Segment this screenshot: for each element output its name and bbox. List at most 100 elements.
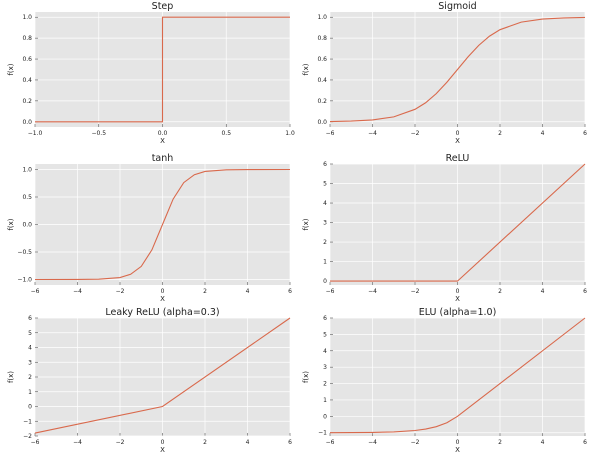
x-tick-label: 0.5: [221, 130, 231, 137]
x-tick-label: −6: [31, 288, 40, 295]
x-tick-label: −6: [326, 439, 335, 446]
x-tick-label: −2: [411, 130, 420, 137]
x-tick-label: −6: [326, 288, 335, 295]
y-tick-label: 0.2: [317, 98, 327, 105]
y-tick-label: 2: [28, 374, 32, 381]
x-tick-label: −4: [368, 288, 377, 295]
y-tick-label: 2: [323, 239, 327, 246]
x-tick-label: 2: [203, 288, 207, 295]
x-tick-label: −4: [73, 439, 82, 446]
y-tick-label: 0.2: [22, 98, 32, 105]
x-tick-label: 4: [246, 288, 250, 295]
y-tick-label: 0.6: [22, 56, 32, 63]
y-tick-label: 6: [28, 315, 32, 322]
y-tick-label: 0.4: [317, 77, 327, 84]
chart-title: ReLU: [446, 153, 470, 164]
y-tick-label: −2: [23, 433, 32, 440]
x-tick-label: 6: [288, 288, 292, 295]
y-tick-label: 1.0: [22, 14, 32, 21]
x-axis-label: X: [455, 137, 460, 145]
x-tick-label: −2: [411, 439, 420, 446]
y-tick-label: 0.0: [317, 119, 327, 126]
x-tick-label: 2: [203, 439, 207, 446]
y-axis-label: f(x): [302, 218, 310, 230]
x-tick-label: 0: [456, 130, 460, 137]
x-tick-label: 0: [456, 288, 460, 295]
chart-title: Leaky ReLU (alpha=0.3): [105, 307, 219, 318]
y-tick-label: 5: [323, 181, 327, 188]
x-axis-label: X: [160, 446, 165, 454]
y-tick-label: 0.6: [317, 56, 327, 63]
x-tick-label: 0.0: [158, 130, 168, 137]
series-line-sigmoid: [329, 16, 586, 123]
x-tick-label: 6: [583, 288, 587, 295]
y-tick-label: 1: [323, 397, 327, 404]
series-line-leaky-relu: [34, 317, 291, 434]
y-tick-label: 2: [323, 381, 327, 388]
x-tick-label: −4: [368, 439, 377, 446]
y-tick-label: 1.0: [22, 167, 32, 174]
x-tick-label: 6: [288, 439, 292, 446]
y-tick-label: 4: [323, 200, 327, 207]
chart-panel-elu-alpha-1-0: −6 −4 −2 0 2 4 6 −1 0 1 2 3 4 5 6 ELU (alpha=1.0) Xf(x): [302, 307, 587, 454]
y-tick-label: 0.5: [22, 194, 32, 201]
y-axis-label: f(x): [302, 371, 310, 383]
x-axis-label: X: [160, 295, 165, 303]
series-line-step: [35, 16, 290, 123]
x-tick-label: 0: [456, 439, 460, 446]
x-tick-label: 2: [498, 288, 502, 295]
x-tick-label: −0.5: [91, 130, 106, 137]
y-tick-label: 5: [28, 330, 32, 337]
y-tick-label: 1.0: [317, 14, 327, 21]
y-axis-label: f(x): [7, 63, 15, 75]
y-tick-label: 3: [323, 364, 327, 371]
x-tick-label: 4: [541, 130, 545, 137]
series-line-tanh: [34, 168, 291, 281]
chart-panel-relu: −6 −4 −2 0 2 4 6 0 1 2 3 4 5 6 ReLU Xf(x): [302, 153, 587, 303]
x-axis-label: X: [455, 295, 460, 303]
chart-title: Step: [152, 1, 174, 12]
x-tick-label: 6: [583, 439, 587, 446]
y-tick-label: 1: [28, 389, 32, 396]
y-tick-label: −0.5: [17, 249, 32, 256]
x-tick-label: 4: [246, 439, 250, 446]
series-line-elu: [329, 317, 586, 434]
x-tick-label: 2: [498, 130, 502, 137]
x-tick-label: −2: [116, 288, 125, 295]
chart-panel-tanh: −6 −4 −2 0 2 4 6 −1.0 −0.5 0.0 0.5 1.0 tanh Xf(x): [7, 153, 292, 303]
y-tick-label: 1: [323, 259, 327, 266]
chart-title: Sigmoid: [438, 1, 476, 12]
chart-title: ELU (alpha=1.0): [419, 307, 497, 318]
x-tick-label: −6: [326, 130, 335, 137]
y-tick-label: 0.4: [22, 77, 32, 84]
x-tick-label: −4: [73, 288, 82, 295]
chart-panel-sigmoid: −6 −4 −2 0 2 4 6 0.0 0.2 0.4 0.6 0.8 1.0 Sigmoid Xf(x): [302, 1, 587, 145]
y-tick-label: 0.0: [22, 119, 32, 126]
x-axis-label: X: [455, 446, 460, 454]
y-tick-label: 3: [323, 220, 327, 227]
x-tick-label: −6: [31, 439, 40, 446]
chart-title: tanh: [152, 153, 174, 164]
x-tick-label: 0: [161, 288, 165, 295]
x-tick-label: 6: [583, 130, 587, 137]
y-tick-label: 6: [323, 315, 327, 322]
x-tick-label: 4: [541, 439, 545, 446]
x-tick-label: −2: [411, 288, 420, 295]
y-tick-label: 0: [28, 404, 32, 411]
x-tick-label: 0: [161, 439, 165, 446]
y-tick-label: 0: [323, 278, 327, 285]
y-tick-label: −1.0: [17, 277, 32, 284]
y-tick-label: 5: [323, 331, 327, 338]
x-tick-label: 2: [498, 439, 502, 446]
y-axis-label: f(x): [302, 63, 310, 75]
y-tick-label: −1: [23, 418, 32, 425]
chart-panel-leaky-relu-alpha-0-3: −6 −4 −2 0 2 4 6 −2 −1 0 1 2 3 4 5 6 Leaky ReLU (alpha=0…: [7, 307, 292, 454]
chart-panel-step: −1.0 −0.5 0.0 0.5 1.0 0.0 0.2 0.4 0.6 0.8 1.0 Step X…: [7, 1, 295, 145]
y-tick-label: 0.0: [22, 222, 32, 229]
x-tick-label: −4: [368, 130, 377, 137]
series-line-relu: [330, 163, 586, 282]
y-tick-label: 6: [323, 161, 327, 168]
y-tick-label: 0.8: [22, 35, 32, 42]
y-tick-label: 0: [323, 413, 327, 420]
